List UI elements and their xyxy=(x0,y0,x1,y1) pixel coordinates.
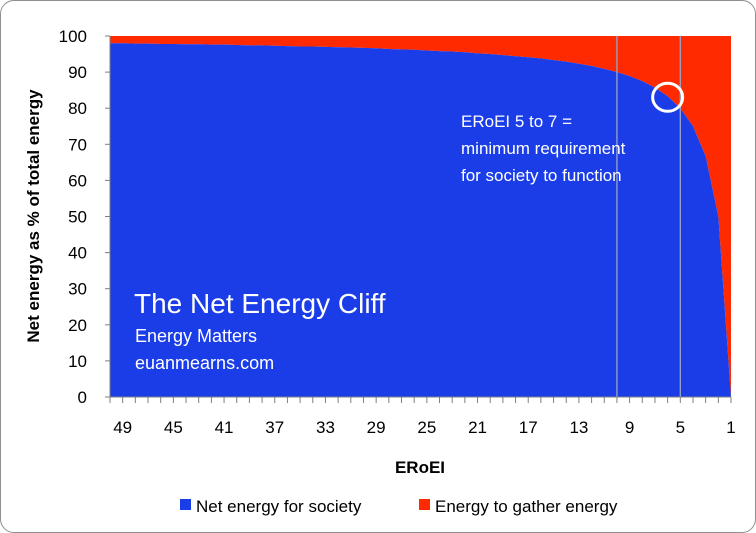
annotation-line-3: for society to function xyxy=(461,166,622,185)
y-tick-label: 40 xyxy=(68,244,87,263)
legend-label-gather-energy: Energy to gather energy xyxy=(435,497,618,516)
x-axis-title: ERoEI xyxy=(395,458,445,477)
highlight-ellipse xyxy=(651,81,685,113)
plot-area xyxy=(110,36,731,397)
reference-lines xyxy=(616,36,681,397)
highlight-circle xyxy=(651,81,685,113)
y-tick-label: 30 xyxy=(68,280,87,299)
annotations: ERoEI 5 to 7 = minimum requirement for s… xyxy=(134,112,626,373)
x-tick-label: 37 xyxy=(265,418,284,437)
y-tick-label: 90 xyxy=(68,63,87,82)
x-tick-label: 21 xyxy=(468,418,487,437)
legend-label-net-energy: Net energy for society xyxy=(196,497,362,516)
x-tick-label: 13 xyxy=(569,418,588,437)
legend: Net energy for society Energy to gather … xyxy=(180,497,618,516)
x-tick-label: 45 xyxy=(164,418,183,437)
annotation-line-1: ERoEI 5 to 7 = xyxy=(461,112,572,131)
y-tick-label: 10 xyxy=(68,352,87,371)
legend-swatch-gather-energy xyxy=(419,499,430,510)
x-tick-label: 33 xyxy=(316,418,335,437)
x-tick-label: 41 xyxy=(215,418,234,437)
y-tick-label: 100 xyxy=(59,27,87,46)
x-tick-label: 1 xyxy=(726,418,735,437)
annotation-line-2: minimum requirement xyxy=(461,139,626,158)
y-tick-label: 60 xyxy=(68,171,87,190)
area-net-energy-for-society xyxy=(110,43,731,397)
x-tick-label: 5 xyxy=(676,418,685,437)
y-tick-label: 0 xyxy=(78,388,87,407)
x-tick-label: 17 xyxy=(519,418,538,437)
y-axis-title: Net energy as % of total energy xyxy=(24,89,43,343)
y-tick-label: 50 xyxy=(68,208,87,227)
y-tick-label: 80 xyxy=(68,99,87,118)
area-energy-to-gather-energy xyxy=(110,36,731,397)
y-tick-label: 70 xyxy=(68,135,87,154)
chart-website: euanmearns.com xyxy=(135,353,274,373)
axes: 0 10 20 30 40 50 60 70 80 90 100 49 45 41 37 33 29 25 21 17… xyxy=(59,27,736,437)
x-tick-label: 9 xyxy=(625,418,634,437)
x-tick-label: 25 xyxy=(417,418,436,437)
x-tick-label: 49 xyxy=(113,418,132,437)
y-tick-label: 20 xyxy=(68,316,87,335)
chart-title: The Net Energy Cliff xyxy=(134,288,386,319)
x-tick-label: 29 xyxy=(367,418,386,437)
legend-swatch-net-energy xyxy=(180,499,191,510)
chart-subtitle: Energy Matters xyxy=(135,326,257,346)
